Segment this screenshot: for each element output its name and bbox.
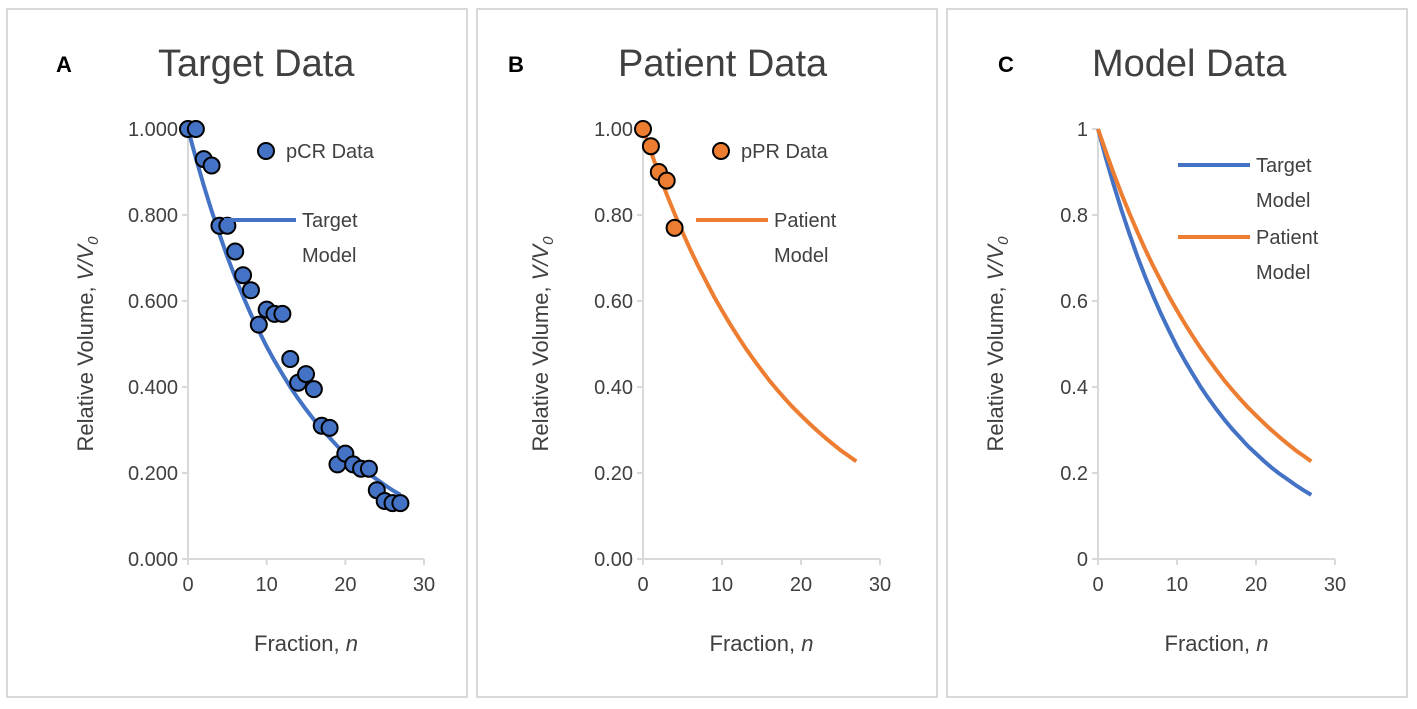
legend-label: Target — [1256, 155, 1312, 177]
x-tick-label: 0 — [182, 574, 193, 596]
data-point — [273, 304, 292, 323]
data-point — [186, 120, 205, 138]
panel-a: A Target Data 0.000 0.200 0.400 0.600 0.800 1… — [6, 8, 468, 698]
data-point — [241, 281, 260, 300]
legend-label: Model — [1256, 190, 1310, 212]
panel-letter-b: B — [508, 52, 524, 77]
x-tick-label: 30 — [413, 574, 435, 596]
y-tick-label: 0.00 — [594, 549, 633, 571]
data-point — [297, 365, 315, 384]
x-tick-label: 0 — [1092, 574, 1103, 596]
x-axis-label: Fraction, n — [1165, 631, 1269, 656]
y-tick-label: 0.400 — [128, 377, 178, 399]
series-line — [1096, 128, 1313, 464]
legend-marker — [712, 142, 730, 160]
y-axis-label: Relative Volume, V/V0 — [73, 236, 102, 452]
y-axis-label: Relative Volume, V/V0 — [983, 236, 1012, 452]
y-tick-label: 0.60 — [594, 291, 633, 313]
x-tick-label: 30 — [869, 574, 891, 596]
data-point — [226, 242, 245, 261]
data-point — [249, 315, 268, 334]
x-tick-label: 10 — [711, 574, 733, 596]
y-tick-label: 1.00 — [594, 119, 633, 141]
x-tick-label: 20 — [790, 574, 812, 596]
legend-label: pCR Data — [286, 141, 375, 163]
y-tick-label: 1 — [1077, 119, 1088, 141]
data-point — [391, 494, 410, 513]
y-tick-label: 0.2 — [1060, 463, 1088, 485]
chart-title-a: Target Data — [158, 43, 355, 85]
data-point — [634, 120, 652, 138]
data-point — [641, 137, 660, 156]
data-point — [657, 171, 676, 190]
x-tick-label: 20 — [334, 574, 356, 596]
chart-b-svg: B Patient Data 0.000.200.400.600.801.000… — [508, 43, 891, 656]
data-point — [281, 350, 300, 369]
x-tick-label: 0 — [637, 574, 648, 596]
y-axis-label: Relative Volume, V/V0 — [528, 236, 557, 452]
panel-c: C Model Data 0 0.2 0.4 0.6 0.8 1 0 10 20 30 Fracti… — [946, 8, 1408, 698]
x-axis-label: Fraction, n — [254, 631, 358, 656]
data-point — [234, 266, 253, 285]
panel-letter-c: C — [998, 52, 1014, 77]
data-point — [304, 380, 323, 399]
data-point — [359, 459, 378, 478]
x-axis-label: Fraction, n — [710, 631, 814, 656]
plot-area-b: 0.00 0.20 0.40 0.60 0.80 1.00 0 10 20 30 Fraction,… — [528, 119, 891, 656]
y-tick-label: 1.000 — [128, 119, 178, 141]
legend-label: Model — [302, 245, 356, 267]
legend-label: Model — [774, 245, 828, 267]
y-tick-label: 0.6 — [1060, 291, 1088, 313]
legend-marker — [257, 142, 275, 160]
y-tick-label: 0.200 — [128, 463, 178, 485]
y-tick-label: 0.600 — [128, 291, 178, 313]
y-tick-label: 0.80 — [594, 205, 633, 227]
x-tick-label: 10 — [1166, 574, 1188, 596]
y-tick-label: 0.8 — [1060, 205, 1088, 227]
legend-label: Target — [302, 210, 358, 232]
y-tick-label: 0.800 — [128, 205, 178, 227]
x-tick-label: 10 — [256, 574, 278, 596]
chart-title-c: Model Data — [1092, 43, 1287, 85]
panel-letter-a: A — [56, 52, 72, 77]
legend-label: pPR Data — [741, 141, 829, 163]
series-line — [1096, 128, 1313, 497]
chart-title-b: Patient Data — [618, 43, 828, 85]
x-tick-label: 30 — [1324, 574, 1346, 596]
y-tick-label: 0.4 — [1060, 377, 1088, 399]
chart-a-svg: A Target Data 0.000 0.200 0.400 0.600 0.800 1… — [56, 43, 435, 656]
plot-area-a: 0.000 0.200 0.400 0.600 0.800 1.000 0 10 20 30 Fra… — [73, 119, 435, 656]
x-tick-label: 20 — [1245, 574, 1267, 596]
data-point — [202, 156, 221, 175]
y-tick-label: 0.000 — [128, 549, 178, 571]
y-tick-label: 0.40 — [594, 377, 633, 399]
series-line — [186, 128, 402, 497]
y-tick-label: 0.20 — [594, 463, 633, 485]
panel-b: B Patient Data 0.00 0.20 0.40 0.60 0.80 1.00 0… — [476, 8, 938, 698]
legend-label: Model — [1256, 262, 1310, 284]
legend-label: Patient — [1256, 227, 1319, 249]
legend-label: Patient — [774, 210, 837, 232]
y-tick-label: 0 — [1077, 549, 1088, 571]
data-point — [665, 218, 684, 237]
data-point — [320, 418, 339, 437]
chart-c-svg: C Model Data 00.20.40.60.810 10 20 30Fracti… — [983, 43, 1346, 656]
